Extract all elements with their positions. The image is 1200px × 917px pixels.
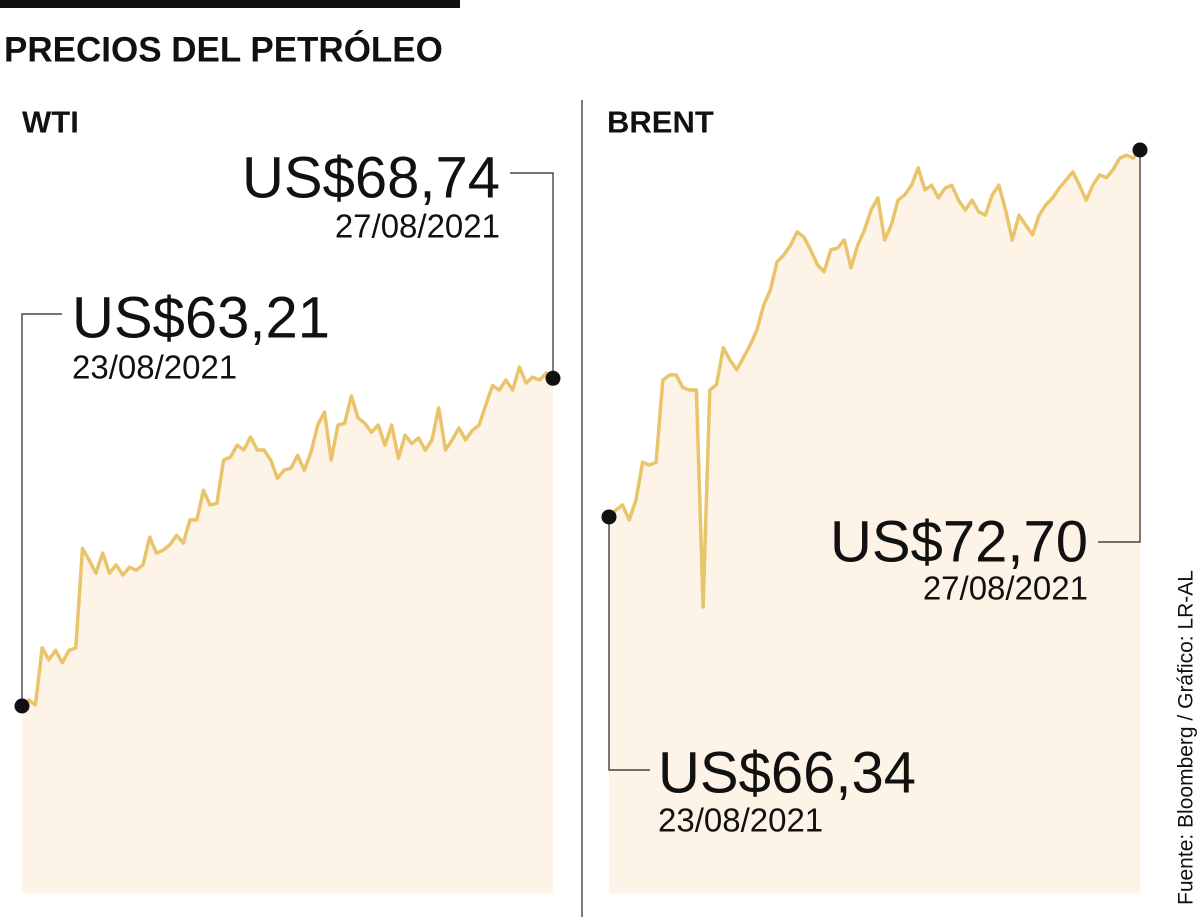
end-point [545,370,561,386]
end-point [14,698,30,714]
title-bar [0,0,460,8]
value-label: US$68,74 [242,146,500,211]
line [607,148,1142,609]
leader-line [510,172,554,378]
value-label: US$66,34 [658,741,916,806]
value-label: US$72,70 [830,510,1088,575]
date-label: 23/08/2021 [72,349,237,386]
leader-line [1098,150,1141,543]
panel-title: BRENT [607,105,714,140]
leader-line [608,517,650,771]
end-point [601,509,617,525]
area [609,150,1140,893]
end-point [1132,142,1148,158]
date-label: 27/08/2021 [335,208,500,245]
date-label: 23/08/2021 [658,802,823,839]
leader-line [21,313,62,706]
date-label: 27/08/2021 [923,570,1088,607]
value-label: US$63,21 [72,286,330,351]
panel-title: WTI [22,105,79,140]
line [20,365,555,708]
area [22,367,553,893]
source-note: Fuente: Bloomberg / Gráfico: LR-AL [1175,570,1198,905]
chart-title: PRECIOS DEL PETRÓLEO [4,30,443,70]
